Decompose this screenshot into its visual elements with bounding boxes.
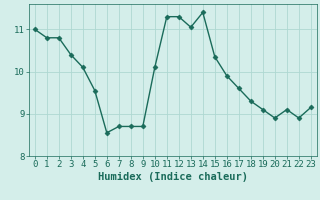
X-axis label: Humidex (Indice chaleur): Humidex (Indice chaleur) <box>98 172 248 182</box>
